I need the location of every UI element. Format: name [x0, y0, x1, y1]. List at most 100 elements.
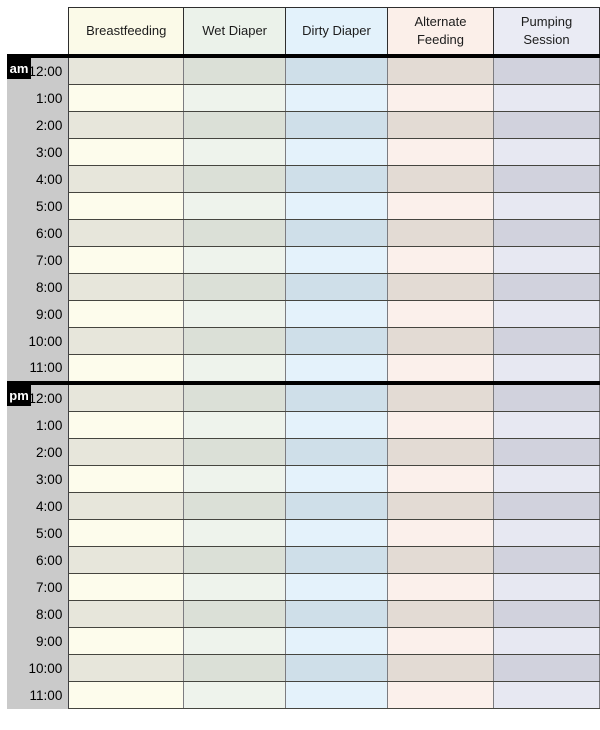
entry-cell-pumping-session: [493, 138, 600, 166]
entry-cell-pumping-session: [493, 111, 600, 139]
entry-cell-dirty-diaper: [285, 354, 388, 385]
section-am: am 12:00 1:00 2:00 3:00 4:00 5:00 6:00 7:00 8:00 9…: [7, 56, 600, 385]
hour-row: 11:00: [7, 354, 600, 385]
entry-cell-dirty-diaper: [285, 465, 388, 493]
entry-cell-dirty-diaper: [285, 192, 388, 220]
time-label-cell: 4:00: [7, 165, 69, 193]
hour-row: 3:00: [7, 138, 600, 166]
entry-cell-breastfeeding: [68, 192, 184, 220]
entry-cell-breastfeeding: [68, 138, 184, 166]
hour-row: pm 12:00: [7, 383, 600, 412]
entry-cell-alternate-feeding: [386, 465, 494, 493]
entry-cell-breastfeeding: [68, 219, 184, 247]
entry-cell-wet-diaper: [183, 354, 286, 385]
time-label-cell: 9:00: [7, 300, 69, 328]
time-label-cell: 6:00: [7, 546, 69, 574]
entry-cell-pumping-session: [493, 383, 600, 412]
entry-cell-wet-diaper: [183, 327, 286, 355]
hour-row: 7:00: [7, 246, 600, 274]
entry-cell-alternate-feeding: [386, 327, 494, 355]
time-label: 7:00: [36, 579, 63, 595]
time-label: 10:00: [28, 333, 63, 349]
time-label: 2:00: [36, 117, 63, 133]
time-label: 11:00: [29, 687, 63, 703]
entry-cell-dirty-diaper: [285, 383, 388, 412]
entry-cell-alternate-feeding: [386, 138, 494, 166]
entry-cell-pumping-session: [493, 165, 600, 193]
column-header-dirty-diaper: Dirty Diaper: [285, 7, 388, 58]
entry-cell-pumping-session: [493, 56, 600, 85]
time-label: 5:00: [36, 198, 63, 214]
entry-cell-wet-diaper: [183, 519, 286, 547]
entry-cell-dirty-diaper: [285, 600, 388, 628]
entry-cell-breastfeeding: [68, 327, 184, 355]
entry-cell-dirty-diaper: [285, 546, 388, 574]
hour-row: 9:00: [7, 627, 600, 655]
baby-tracking-table: Breastfeeding Wet Diaper Dirty Diaper Alter…: [7, 7, 600, 709]
time-label: 5:00: [36, 525, 63, 541]
entry-cell-alternate-feeding: [386, 600, 494, 628]
time-label: 4:00: [36, 498, 63, 514]
entry-cell-dirty-diaper: [285, 56, 388, 85]
time-label: 2:00: [36, 444, 63, 460]
time-label-cell: 6:00: [7, 219, 69, 247]
entry-cell-dirty-diaper: [285, 681, 388, 709]
entry-cell-pumping-session: [493, 654, 600, 682]
hour-row: 4:00: [7, 492, 600, 520]
entry-cell-pumping-session: [493, 327, 600, 355]
entry-cell-pumping-session: [493, 600, 600, 628]
time-label-cell: 1:00: [7, 411, 69, 439]
time-label-cell: 3:00: [7, 465, 69, 493]
hour-row: 6:00: [7, 219, 600, 247]
time-label: 8:00: [36, 279, 63, 295]
entry-cell-pumping-session: [493, 246, 600, 274]
time-label-cell: 8:00: [7, 273, 69, 301]
time-label: 7:00: [36, 252, 63, 268]
hour-row: 6:00: [7, 546, 600, 574]
entry-cell-alternate-feeding: [386, 300, 494, 328]
entry-cell-breastfeeding: [68, 438, 184, 466]
entry-cell-wet-diaper: [183, 654, 286, 682]
entry-cell-wet-diaper: [183, 192, 286, 220]
entry-cell-alternate-feeding: [386, 56, 494, 85]
entry-cell-dirty-diaper: [285, 327, 388, 355]
pm-badge: pm: [7, 385, 31, 406]
entry-cell-alternate-feeding: [386, 438, 494, 466]
time-label-cell: 7:00: [7, 573, 69, 601]
entry-cell-dirty-diaper: [285, 300, 388, 328]
hour-row: 1:00: [7, 411, 600, 439]
time-label-cell: 2:00: [7, 438, 69, 466]
time-label-cell: 2:00: [7, 111, 69, 139]
hour-row: 2:00: [7, 111, 600, 139]
entry-cell-pumping-session: [493, 273, 600, 301]
entry-cell-breastfeeding: [68, 465, 184, 493]
entry-cell-pumping-session: [493, 84, 600, 112]
time-label-cell: 10:00: [7, 327, 69, 355]
entry-cell-breastfeeding: [68, 354, 184, 385]
hour-row: 7:00: [7, 573, 600, 601]
entry-cell-breastfeeding: [68, 84, 184, 112]
entry-cell-breastfeeding: [68, 546, 184, 574]
time-label-cell: 1:00: [7, 84, 69, 112]
entry-cell-pumping-session: [493, 681, 600, 709]
entry-cell-breastfeeding: [68, 573, 184, 601]
entry-cell-dirty-diaper: [285, 84, 388, 112]
column-header-wet-diaper: Wet Diaper: [183, 7, 287, 58]
time-label: 12:00: [28, 390, 63, 406]
hour-row: 10:00: [7, 327, 600, 355]
entry-cell-wet-diaper: [183, 492, 286, 520]
entry-cell-breastfeeding: [68, 627, 184, 655]
entry-cell-pumping-session: [493, 465, 600, 493]
entry-cell-wet-diaper: [183, 465, 286, 493]
time-label: 6:00: [36, 225, 63, 241]
entry-cell-wet-diaper: [183, 246, 286, 274]
entry-cell-dirty-diaper: [285, 627, 388, 655]
time-label: 11:00: [29, 360, 63, 376]
am-badge: am: [7, 58, 31, 79]
entry-cell-alternate-feeding: [386, 573, 494, 601]
entry-cell-pumping-session: [493, 573, 600, 601]
entry-cell-dirty-diaper: [285, 273, 388, 301]
time-label: 8:00: [36, 606, 63, 622]
entry-cell-alternate-feeding: [386, 681, 494, 709]
